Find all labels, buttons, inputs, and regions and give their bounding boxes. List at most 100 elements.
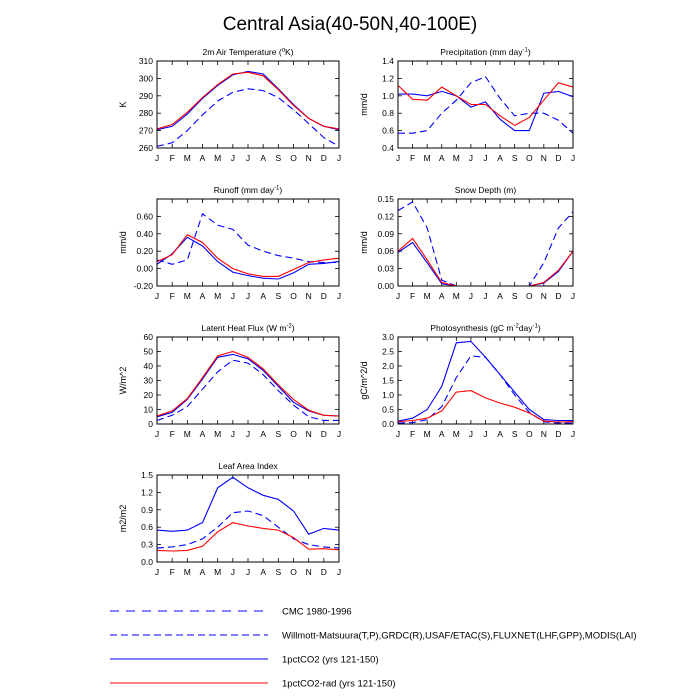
series-line-rad	[398, 390, 573, 423]
x-tick-label: J	[337, 429, 341, 439]
y-axis-label: mm/d	[118, 231, 128, 254]
x-tick-label: M	[453, 153, 460, 163]
x-tick-label: J	[231, 291, 235, 301]
series-line-obs	[398, 355, 573, 424]
y-tick-label: 0.6	[382, 126, 394, 136]
x-tick-label: M	[214, 429, 221, 439]
x-tick-label: F	[170, 291, 175, 301]
y-tick-label: 0.4	[382, 143, 394, 153]
x-tick-label: D	[555, 429, 561, 439]
x-tick-label: D	[321, 429, 327, 439]
y-axis-label: K	[118, 101, 128, 107]
x-tick-label: S	[275, 153, 281, 163]
panel-title: Leaf Area Index	[218, 461, 278, 471]
y-tick-label: 50	[144, 347, 154, 357]
plot-frame	[397, 60, 574, 149]
x-tick-label: M	[214, 567, 221, 577]
x-tick-label: F	[410, 153, 415, 163]
y-tick-label: 0.0	[382, 419, 394, 429]
x-tick-label: M	[214, 291, 221, 301]
x-tick-label: D	[321, 153, 327, 163]
x-tick-label: J	[469, 429, 473, 439]
x-tick-label: J	[337, 567, 341, 577]
panel-photosynthesis-gc-m-2day-1: Photosynthesis (gC m-2day-1) 0.0 0.5 1.0 1.5…	[359, 323, 575, 439]
y-tick-label: 0.12	[377, 211, 394, 221]
x-tick-label: J	[396, 291, 400, 301]
x-tick-label: D	[555, 153, 561, 163]
y-tick-label: 60	[144, 332, 154, 342]
x-tick-label: F	[170, 153, 175, 163]
y-tick-label: 0.20	[136, 246, 153, 256]
series-line-co2	[157, 70, 339, 131]
plot-frame	[156, 336, 340, 425]
legend-item-obs: Willmott-Matsuura(T,P),GRDC(R),USAF/ETAC…	[110, 631, 637, 642]
y-tick-label: 0.15	[377, 194, 394, 204]
y-tick-label: 1.0	[382, 390, 394, 400]
x-tick-label: J	[231, 567, 235, 577]
y-tick-label: -0.20	[134, 281, 154, 291]
x-tick-label: M	[184, 567, 191, 577]
x-tick-label: J	[571, 291, 575, 301]
panel-title: Photosynthesis (gC m-2day-1)	[430, 323, 541, 333]
panels: 2m Air Temperature (oK)26027028029030031…	[118, 47, 575, 577]
x-tick-label: O	[526, 429, 533, 439]
series-line-obs	[398, 76, 573, 134]
y-tick-label: 0.40	[136, 229, 153, 239]
panel-title: Latent Heat Flux (W m-2)	[201, 323, 294, 333]
series-line-rad	[157, 522, 339, 552]
series-line-obs	[157, 212, 339, 265]
y-axis-label: mm/d	[359, 231, 369, 254]
series-line-obs	[157, 510, 339, 549]
x-tick-label: S	[512, 291, 518, 301]
y-axis-label: mm/d	[359, 93, 369, 116]
x-tick-label: S	[275, 291, 281, 301]
y-tick-label: 310	[139, 56, 153, 66]
x-tick-label: O	[290, 429, 297, 439]
series-line-obs	[398, 201, 573, 286]
y-tick-label: 280	[139, 108, 153, 118]
y-axis-label: W/m^2	[118, 367, 128, 395]
y-tick-label: 270	[139, 126, 153, 136]
x-tick-label: A	[439, 153, 445, 163]
y-tick-label: 1.2	[382, 73, 394, 83]
legend-label: 1pctCO2 (yrs 121-150)	[282, 655, 379, 666]
legend-item-cmc: CMC 1980-1996	[110, 607, 352, 618]
y-tick-label: 2.5	[382, 347, 394, 357]
plot-frame	[156, 198, 340, 287]
x-tick-label: J	[469, 291, 473, 301]
x-tick-label: A	[497, 429, 503, 439]
y-tick-label: 1.5	[141, 470, 153, 480]
x-tick-label: A	[260, 153, 266, 163]
x-tick-label: M	[184, 153, 191, 163]
x-tick-label: A	[497, 153, 503, 163]
panel-2m-air-temperature-ok: 2m Air Temperature (oK) 260 270 280 290 300 31…	[118, 47, 341, 163]
panel-title: Precipitation (mm day-1)	[440, 47, 531, 57]
y-tick-label: 10	[144, 405, 154, 415]
series-line-obs	[157, 359, 339, 421]
x-tick-label: J	[571, 153, 575, 163]
x-tick-label: J	[246, 153, 250, 163]
plot-frame	[156, 474, 340, 563]
x-tick-label: N	[306, 429, 312, 439]
y-tick-label: 1.5	[382, 376, 394, 386]
legend-label: Willmott-Matsuura(T,P),GRDC(R),USAF/ETAC…	[282, 631, 637, 642]
x-tick-label: J	[246, 567, 250, 577]
x-tick-label: M	[214, 153, 221, 163]
x-tick-label: J	[337, 153, 341, 163]
x-tick-label: N	[541, 153, 547, 163]
x-tick-label: M	[184, 429, 191, 439]
x-tick-label: J	[155, 429, 159, 439]
x-tick-label: J	[231, 153, 235, 163]
series-line-co2	[398, 340, 573, 422]
x-tick-label: J	[469, 153, 473, 163]
x-tick-label: A	[200, 567, 206, 577]
plot-frame	[397, 198, 574, 287]
y-tick-label: 0.6	[141, 522, 153, 532]
x-tick-label: F	[410, 429, 415, 439]
y-tick-label: 0.5	[382, 405, 394, 415]
x-tick-label: D	[555, 291, 561, 301]
y-axis-label: gC/m^2/d	[359, 361, 369, 399]
legend: CMC 1980-1996 Willmott-Matsuura(T,P),GRDC…	[110, 607, 637, 690]
legend-label: CMC 1980-1996	[282, 607, 352, 618]
